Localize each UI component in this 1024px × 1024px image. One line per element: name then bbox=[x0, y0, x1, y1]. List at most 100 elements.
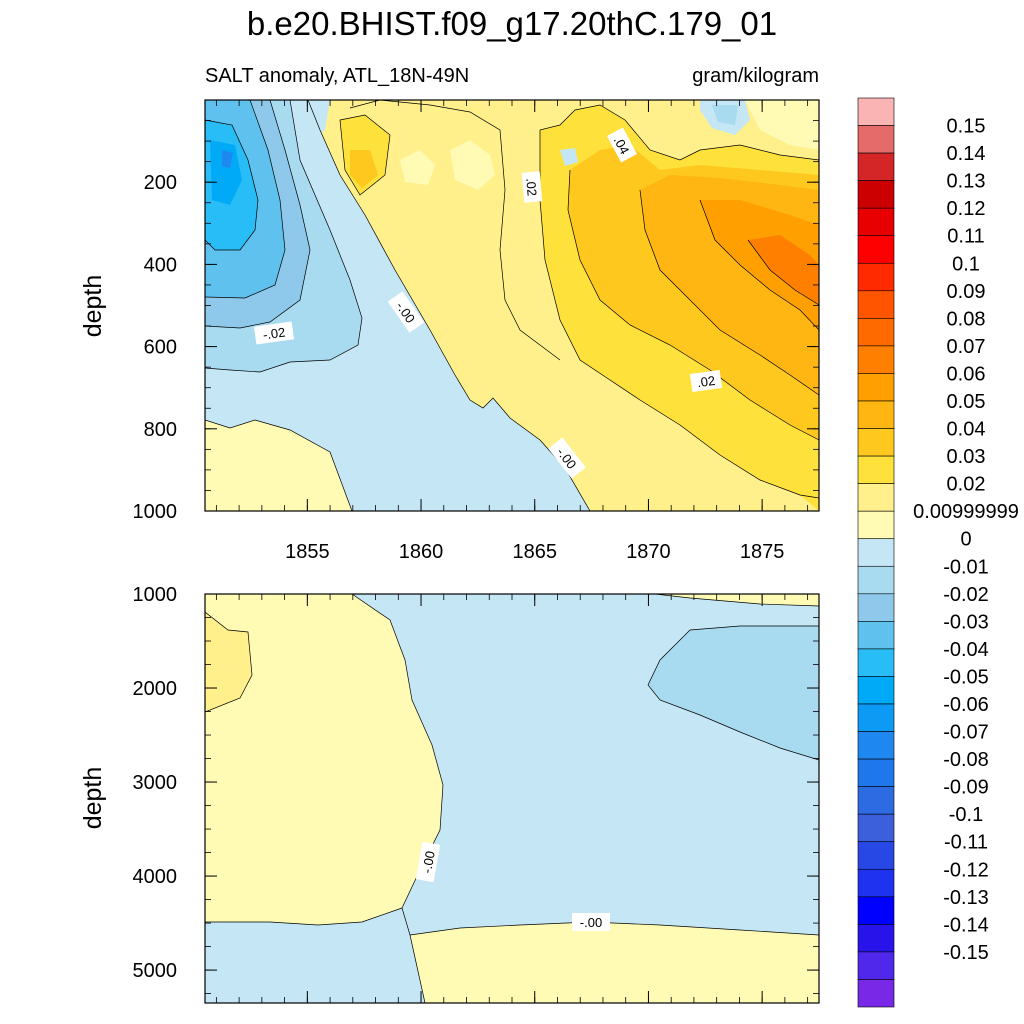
colorbar-box bbox=[857, 951, 895, 980]
colorbar-label: 0.00999999 bbox=[913, 501, 1019, 523]
contour-label: -.00 bbox=[572, 913, 610, 931]
colorbar-label: 0.1 bbox=[952, 253, 980, 275]
colorbar-box bbox=[857, 180, 895, 209]
colorbar-box bbox=[857, 483, 895, 512]
lower-x-ticks bbox=[215, 594, 809, 1003]
colorbar-label: -0.11 bbox=[944, 832, 988, 854]
colorbar-box bbox=[857, 813, 895, 843]
contour-label: -.00 bbox=[415, 841, 441, 883]
lower-y-ticks: 1000 2000 3000 4000 5000 bbox=[133, 584, 819, 994]
chart-title: b.e20.BHIST.f09_g17.20thC.179_01 bbox=[247, 5, 777, 42]
colorbar-label: 0.11 bbox=[947, 226, 984, 248]
colorbar-label: -0.09 bbox=[943, 777, 989, 799]
y-tick-label: 3000 bbox=[133, 772, 178, 794]
colorbar-box bbox=[857, 676, 895, 705]
colorbar-box bbox=[857, 318, 895, 347]
colorbar-label: -0.08 bbox=[943, 749, 989, 771]
colorbar-box bbox=[857, 648, 895, 677]
colorbar-label: 0.04 bbox=[947, 419, 986, 441]
colorbar-box bbox=[857, 896, 895, 925]
colorbar-label: 0 bbox=[960, 529, 971, 551]
x-tick-label: 1860 bbox=[399, 541, 444, 563]
contour-label: .02 bbox=[521, 171, 543, 203]
variable-label: SALT anomaly, ATL_18N-49N bbox=[205, 65, 469, 87]
y-tick-label: 800 bbox=[144, 419, 177, 441]
colorbar-box bbox=[857, 703, 895, 732]
colorbar-label: -0.1 bbox=[949, 804, 983, 826]
colorbar-box bbox=[857, 868, 895, 898]
y-tick-label: 1000 bbox=[133, 584, 178, 606]
x-tick-label: 1875 bbox=[740, 541, 785, 563]
upper-y-axis-label: depth bbox=[79, 275, 107, 338]
contour-label: .04 bbox=[607, 127, 637, 163]
y-tick-label: 2000 bbox=[133, 678, 178, 700]
colorbar-label: 0.14 bbox=[947, 143, 986, 165]
lower-contour-labels: -.00 -.00 bbox=[415, 841, 610, 931]
x-tick-label: 1855 bbox=[285, 541, 330, 563]
colorbar-label: -0.06 bbox=[943, 694, 989, 716]
upper-contour-fill bbox=[205, 100, 819, 511]
x-tick-label: 1865 bbox=[512, 541, 557, 563]
colorbar-label: 0.07 bbox=[947, 336, 986, 358]
svg-text:.02: .02 bbox=[523, 177, 540, 196]
svg-text:-.00: -.00 bbox=[580, 915, 602, 930]
contour-label: -.02 bbox=[253, 321, 295, 345]
colorbar-box bbox=[857, 97, 895, 126]
colorbar-box bbox=[857, 565, 895, 595]
colorbar-label: -0.01 bbox=[943, 556, 989, 578]
contour-label: .02 bbox=[689, 369, 723, 393]
colorbar-box bbox=[857, 345, 895, 374]
colorbar-box bbox=[857, 125, 895, 154]
colorbar-label: -0.05 bbox=[943, 666, 989, 688]
colorbar-box bbox=[857, 593, 895, 622]
colorbar-label: -0.13 bbox=[943, 887, 989, 909]
colorbar-box bbox=[857, 235, 895, 264]
lower-y-axis-label: depth bbox=[79, 767, 107, 830]
colorbar-label: 0.08 bbox=[947, 308, 986, 330]
colorbar-label: 0.02 bbox=[947, 474, 986, 496]
svg-text:-.02: -.02 bbox=[262, 325, 286, 343]
colorbar-label: -0.03 bbox=[943, 611, 989, 633]
colorbar-box bbox=[857, 290, 895, 319]
y-tick-label: 5000 bbox=[133, 960, 178, 982]
colorbar-label: -0.14 bbox=[943, 914, 989, 936]
colorbar-box bbox=[857, 510, 895, 540]
colorbar-box bbox=[857, 455, 895, 484]
lower-panel: -.00 -.00 1000 2000 3000 4000 5000 depth bbox=[79, 584, 820, 1004]
colorbar-box bbox=[857, 758, 895, 787]
colorbar-label: 0.15 bbox=[947, 116, 986, 138]
upper-y-ticks: 200 400 600 800 1000 bbox=[133, 99, 819, 523]
colorbar-label: -0.07 bbox=[943, 722, 989, 744]
units-label: gram/kilogram bbox=[692, 65, 819, 87]
contour-label: -.00 bbox=[387, 291, 425, 333]
colorbar-box bbox=[857, 621, 895, 650]
colorbar-box bbox=[857, 731, 895, 760]
lower-contour-fill bbox=[205, 594, 819, 1003]
colorbar-label: 0.09 bbox=[947, 281, 986, 303]
colorbar-label: 0.03 bbox=[947, 446, 986, 468]
x-tick-label: 1870 bbox=[626, 541, 671, 563]
colorbar-box bbox=[857, 979, 895, 1008]
colorbar-box bbox=[857, 428, 895, 457]
colorbar-label: -0.12 bbox=[943, 859, 989, 881]
colorbar-box bbox=[857, 152, 895, 181]
colorbar-label: 0.06 bbox=[947, 363, 986, 385]
colorbar: 0.15 0.14 0.13 0.12 0.11 0.1 0.09 0.08 0.07 0.06 0… bbox=[857, 97, 1019, 1008]
y-tick-label: 600 bbox=[144, 337, 177, 359]
colorbar-box bbox=[857, 786, 895, 815]
y-tick-label: 200 bbox=[144, 172, 177, 194]
colorbar-box bbox=[857, 924, 895, 953]
colorbar-box bbox=[857, 841, 895, 870]
y-tick-label: 1000 bbox=[133, 501, 178, 523]
svg-text:.02: .02 bbox=[696, 373, 716, 390]
svg-text:-.00: -.00 bbox=[419, 850, 438, 875]
y-tick-label: 400 bbox=[144, 254, 177, 276]
colorbar-label: 0.12 bbox=[947, 198, 986, 220]
svg-text:.04: .04 bbox=[611, 134, 633, 157]
colorbar-box bbox=[857, 262, 895, 292]
colorbar-label: 0.05 bbox=[947, 391, 986, 413]
colorbar-box bbox=[857, 373, 895, 402]
colorbar-label: -0.04 bbox=[943, 639, 989, 661]
